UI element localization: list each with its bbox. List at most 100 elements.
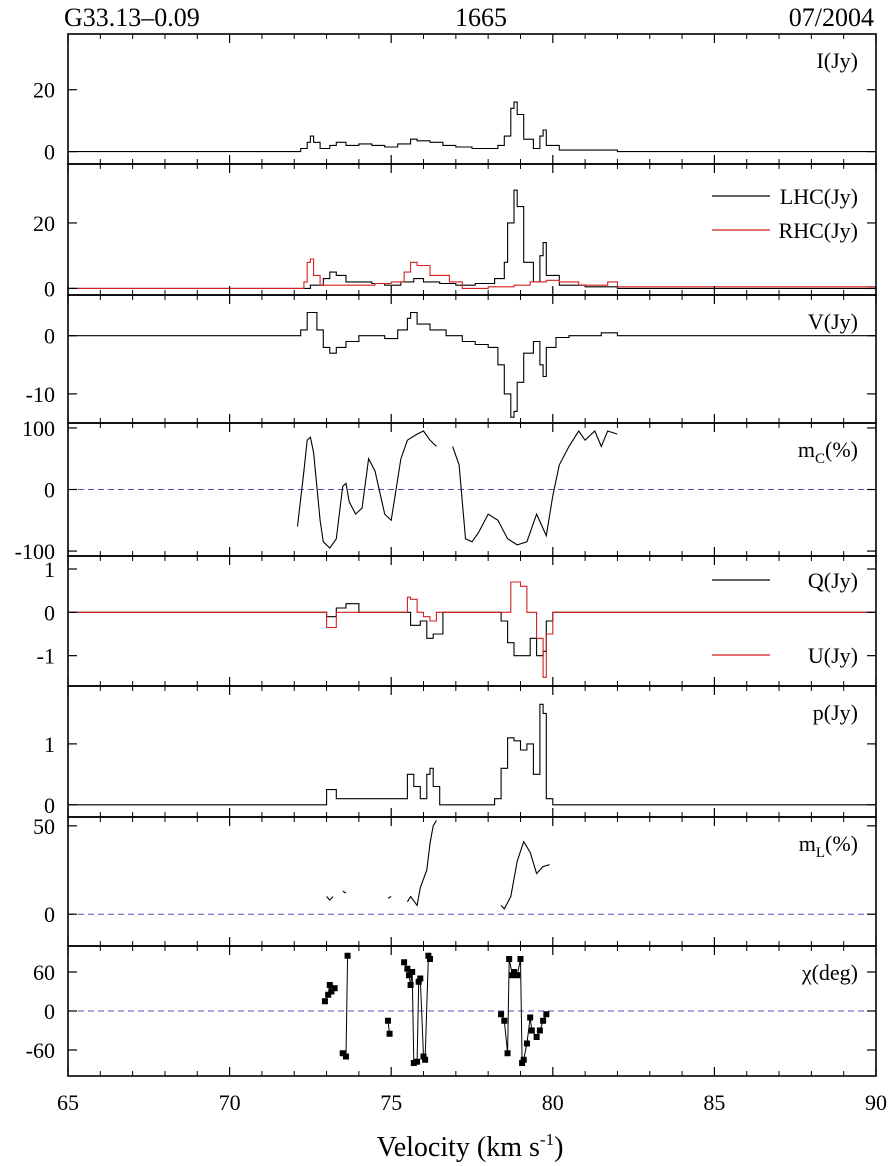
y-tick-label: -100 xyxy=(15,539,55,564)
header-date: 07/2004 xyxy=(789,3,874,32)
header-source: G33.13–0.09 xyxy=(64,3,200,32)
plot-area xyxy=(68,311,876,418)
point-marker xyxy=(321,998,328,1005)
point-marker xyxy=(520,1056,527,1063)
point-marker xyxy=(426,956,433,962)
point-marker xyxy=(528,1027,535,1034)
point-marker xyxy=(384,1017,391,1024)
point-marker xyxy=(386,1030,393,1037)
y-tick-label: 20 xyxy=(33,78,55,103)
panel-mc: 100 0 -100 mC(%) xyxy=(15,416,877,564)
point-marker xyxy=(407,982,414,988)
point-marker xyxy=(533,1034,540,1040)
series-line-QU-1 xyxy=(68,581,876,678)
point-marker xyxy=(415,978,422,985)
panel-label-mc: mC(%) xyxy=(798,437,858,467)
legend-label: RHC(Jy) xyxy=(779,218,858,243)
point-marker xyxy=(405,972,412,979)
point-marker xyxy=(511,969,518,975)
panel-label-chi: χ(deg) xyxy=(801,960,858,985)
series-line-chi-3 xyxy=(403,955,431,1064)
series-line-mL-3 xyxy=(406,820,437,907)
x-tick-label: 90 xyxy=(865,1090,887,1115)
x-axis: 65 70 75 80 85 90 xyxy=(57,1090,887,1115)
point-marker xyxy=(328,988,335,995)
y-tick-label: 50 xyxy=(33,814,55,839)
x-tick-label: 75 xyxy=(380,1090,402,1115)
point-marker xyxy=(420,1053,427,1060)
x-tick-label: 65 xyxy=(57,1090,79,1115)
chart-header: G33.13–0.09 1665 07/2004 xyxy=(64,3,874,32)
legend-label: Q(Jy) xyxy=(808,568,858,593)
x-tick-label: 80 xyxy=(542,1090,564,1115)
x-tick-label: 85 xyxy=(703,1090,725,1115)
y-tick-label: 20 xyxy=(33,211,55,236)
plot-area xyxy=(68,581,876,678)
point-marker xyxy=(509,972,516,979)
panel-QU: 1 0 -1 Q(Jy) U(Jy) xyxy=(37,555,877,687)
series-line-chi-1 xyxy=(342,955,349,1058)
plot-area xyxy=(296,430,618,549)
series-line-QU-0 xyxy=(68,603,876,657)
point-marker xyxy=(543,1011,550,1018)
point-marker xyxy=(523,1040,530,1047)
point-marker xyxy=(504,1050,511,1057)
panel-frame xyxy=(67,294,877,424)
y-tick-label: 0 xyxy=(44,276,55,301)
y-tick-label: -1 xyxy=(37,644,55,669)
series-line-mc-0 xyxy=(296,430,437,549)
panel-chi: 60 0 -60 χ(deg) xyxy=(26,945,877,1077)
point-marker xyxy=(517,956,524,962)
point-marker xyxy=(401,959,408,966)
point-marker xyxy=(514,972,521,979)
y-tick-label: 0 xyxy=(44,324,55,349)
panel-I: 0 20 I(Jy) xyxy=(33,33,877,165)
point-marker xyxy=(506,956,513,962)
y-tick-label: 0 xyxy=(44,600,55,625)
panels: 020I(Jy)020LHC(Jy)RHC(Jy)0-10V(Jy)1000-1… xyxy=(15,33,877,1077)
panel-label-V: V(Jy) xyxy=(808,309,858,334)
y-tick-label: 1 xyxy=(44,557,55,582)
point-marker xyxy=(422,1056,429,1063)
panel-frame xyxy=(67,685,877,818)
series-line-mL-2 xyxy=(387,896,392,899)
series-line-mc-1 xyxy=(452,430,618,546)
x-axis-label: Velocity (km s-1) xyxy=(377,1130,564,1163)
legend-label: LHC(Jy) xyxy=(780,184,858,209)
panel-label-mL: mL(%) xyxy=(799,831,858,861)
point-marker xyxy=(527,1014,534,1021)
point-marker xyxy=(519,1060,526,1066)
y-tick-label: -10 xyxy=(26,382,55,407)
point-marker xyxy=(410,1060,417,1066)
point-marker xyxy=(498,1011,505,1018)
plot-area xyxy=(326,820,550,910)
panel-label-p: p(Jy) xyxy=(813,700,858,725)
x-tick-label: 70 xyxy=(219,1090,241,1115)
panel-frame xyxy=(67,555,877,687)
plot-area xyxy=(68,101,876,153)
y-tick-label: 0 xyxy=(44,999,55,1024)
series-line-LR-1 xyxy=(68,258,876,289)
point-marker xyxy=(404,965,411,972)
y-tick-label: 0 xyxy=(44,140,55,165)
point-marker xyxy=(331,985,338,992)
panel-frame xyxy=(67,816,877,947)
point-marker xyxy=(414,1058,421,1065)
point-marker xyxy=(326,982,333,988)
series-line-I-0 xyxy=(68,101,876,153)
series-line-p-0 xyxy=(68,703,876,806)
point-marker xyxy=(344,952,351,959)
y-tick-label: 100 xyxy=(22,416,55,441)
series-line-mL-4 xyxy=(500,840,550,910)
point-marker xyxy=(536,1027,543,1034)
point-marker xyxy=(325,991,332,998)
point-marker xyxy=(425,952,432,959)
plot-area xyxy=(68,189,876,289)
panel-V: 0 -10 V(Jy) xyxy=(26,294,877,424)
series-line-V-0 xyxy=(68,311,876,418)
point-marker xyxy=(342,1053,349,1060)
panel-LR: 0 20 LHC(Jy) RHC(Jy) xyxy=(33,163,877,301)
panel-label-I: I(Jy) xyxy=(816,48,858,73)
point-marker xyxy=(409,969,416,975)
series-line-mL-0 xyxy=(326,896,334,901)
